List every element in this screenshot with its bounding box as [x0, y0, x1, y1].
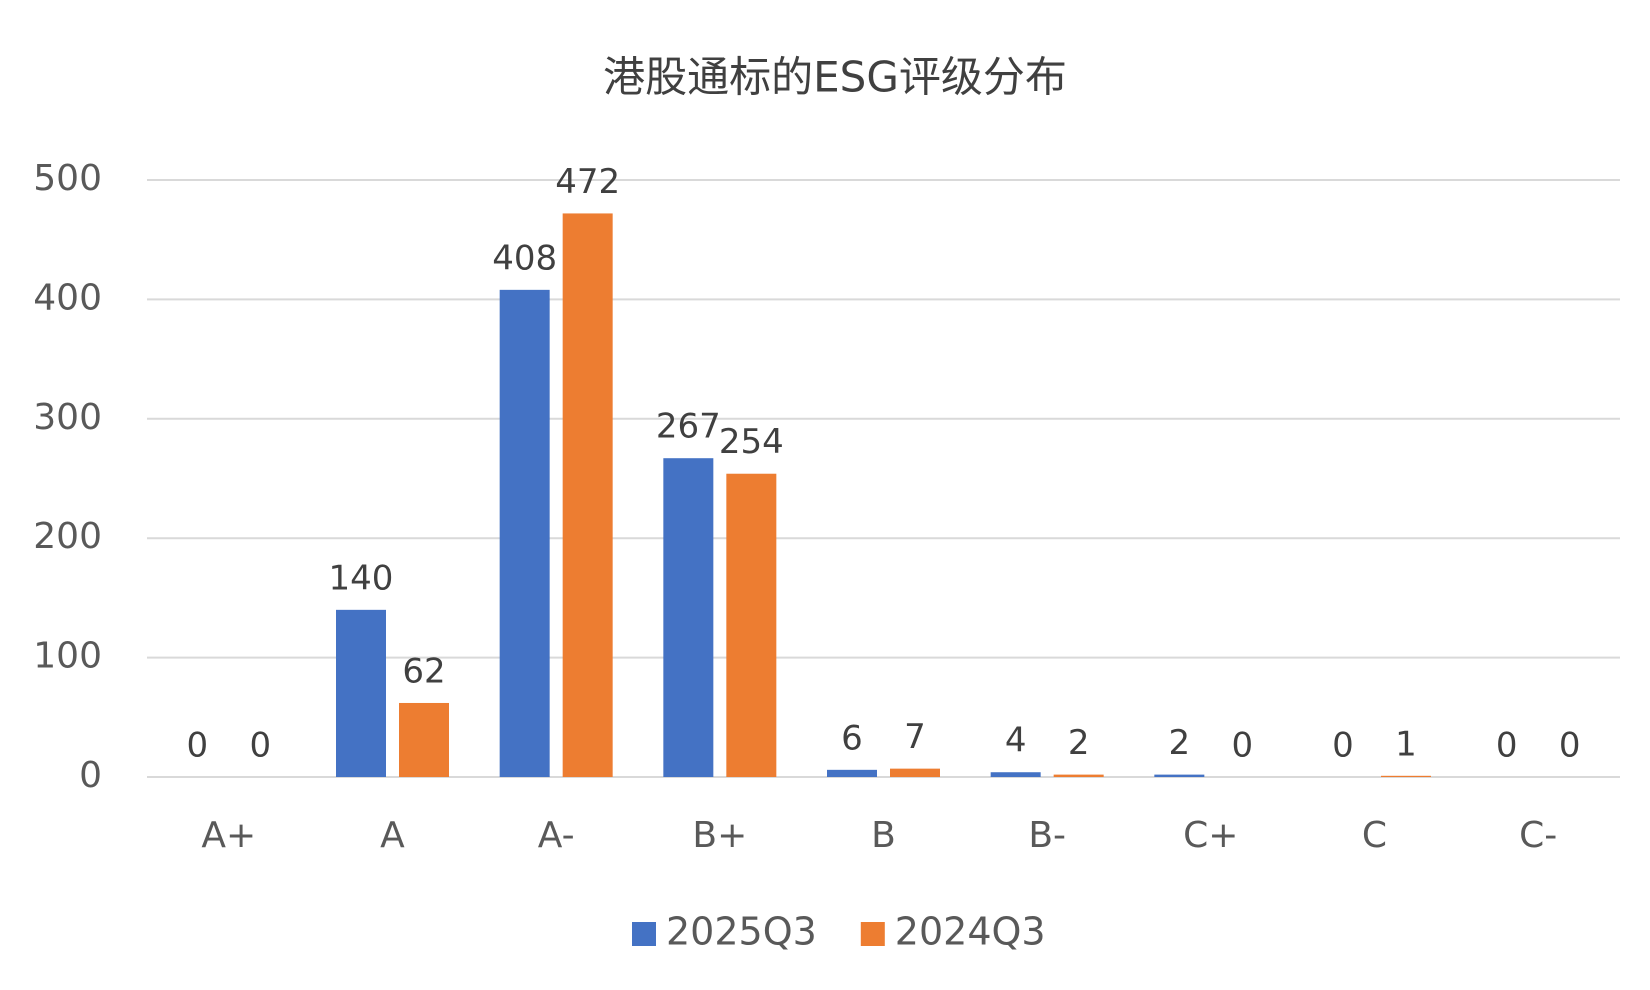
legend-label: 2024Q3 — [895, 910, 1046, 954]
x-tick-label: B — [871, 815, 896, 856]
legend-swatch — [860, 922, 885, 946]
data-label: 267 — [656, 407, 721, 447]
y-tick-label: 200 — [33, 516, 102, 557]
bar — [1381, 775, 1431, 777]
chart-title: 港股通标的ESG评级分布 — [603, 53, 1067, 102]
x-tick-label: A — [380, 815, 405, 856]
bar — [562, 213, 613, 777]
x-tick-label: C+ — [1183, 815, 1238, 856]
y-tick-label: 300 — [33, 397, 102, 438]
y-tick-label: 100 — [33, 636, 102, 677]
bar — [726, 473, 777, 777]
bar — [663, 458, 714, 777]
data-label: 6 — [841, 718, 863, 758]
x-tick-label: C- — [1519, 815, 1557, 856]
x-tick-label: B+ — [692, 815, 747, 856]
y-tick-label: 500 — [33, 158, 102, 199]
data-label: 472 — [555, 162, 620, 202]
data-label: 62 — [402, 651, 445, 691]
data-label: 0 — [187, 726, 209, 766]
data-label: 408 — [492, 238, 557, 278]
bar — [827, 769, 877, 777]
data-label: 7 — [904, 717, 926, 757]
bar — [399, 702, 449, 777]
data-label: 0 — [1232, 726, 1254, 766]
x-tick-label: C — [1362, 815, 1387, 856]
data-label: 1 — [1395, 724, 1417, 764]
bar — [336, 609, 386, 777]
legend-label: 2025Q3 — [666, 910, 817, 954]
data-label: 254 — [719, 422, 784, 462]
data-label: 0 — [1496, 726, 1518, 766]
data-label: 2 — [1169, 723, 1191, 763]
bar — [499, 289, 550, 777]
legend-swatch — [632, 922, 656, 946]
data-label: 0 — [1332, 726, 1354, 766]
x-tick-label: A+ — [201, 815, 256, 856]
data-label: 140 — [329, 558, 394, 598]
bar — [890, 768, 940, 777]
bar — [990, 772, 1041, 777]
data-label: 4 — [1005, 721, 1027, 761]
x-tick-label: A- — [538, 815, 575, 856]
x-tick-label: B- — [1028, 815, 1066, 856]
data-label: 2 — [1068, 723, 1090, 763]
bar — [1154, 774, 1205, 777]
bar — [1053, 774, 1104, 777]
y-tick-label: 0 — [79, 755, 102, 796]
data-label: 0 — [250, 726, 272, 766]
data-label: 0 — [1559, 726, 1581, 766]
y-tick-label: 400 — [33, 277, 102, 318]
